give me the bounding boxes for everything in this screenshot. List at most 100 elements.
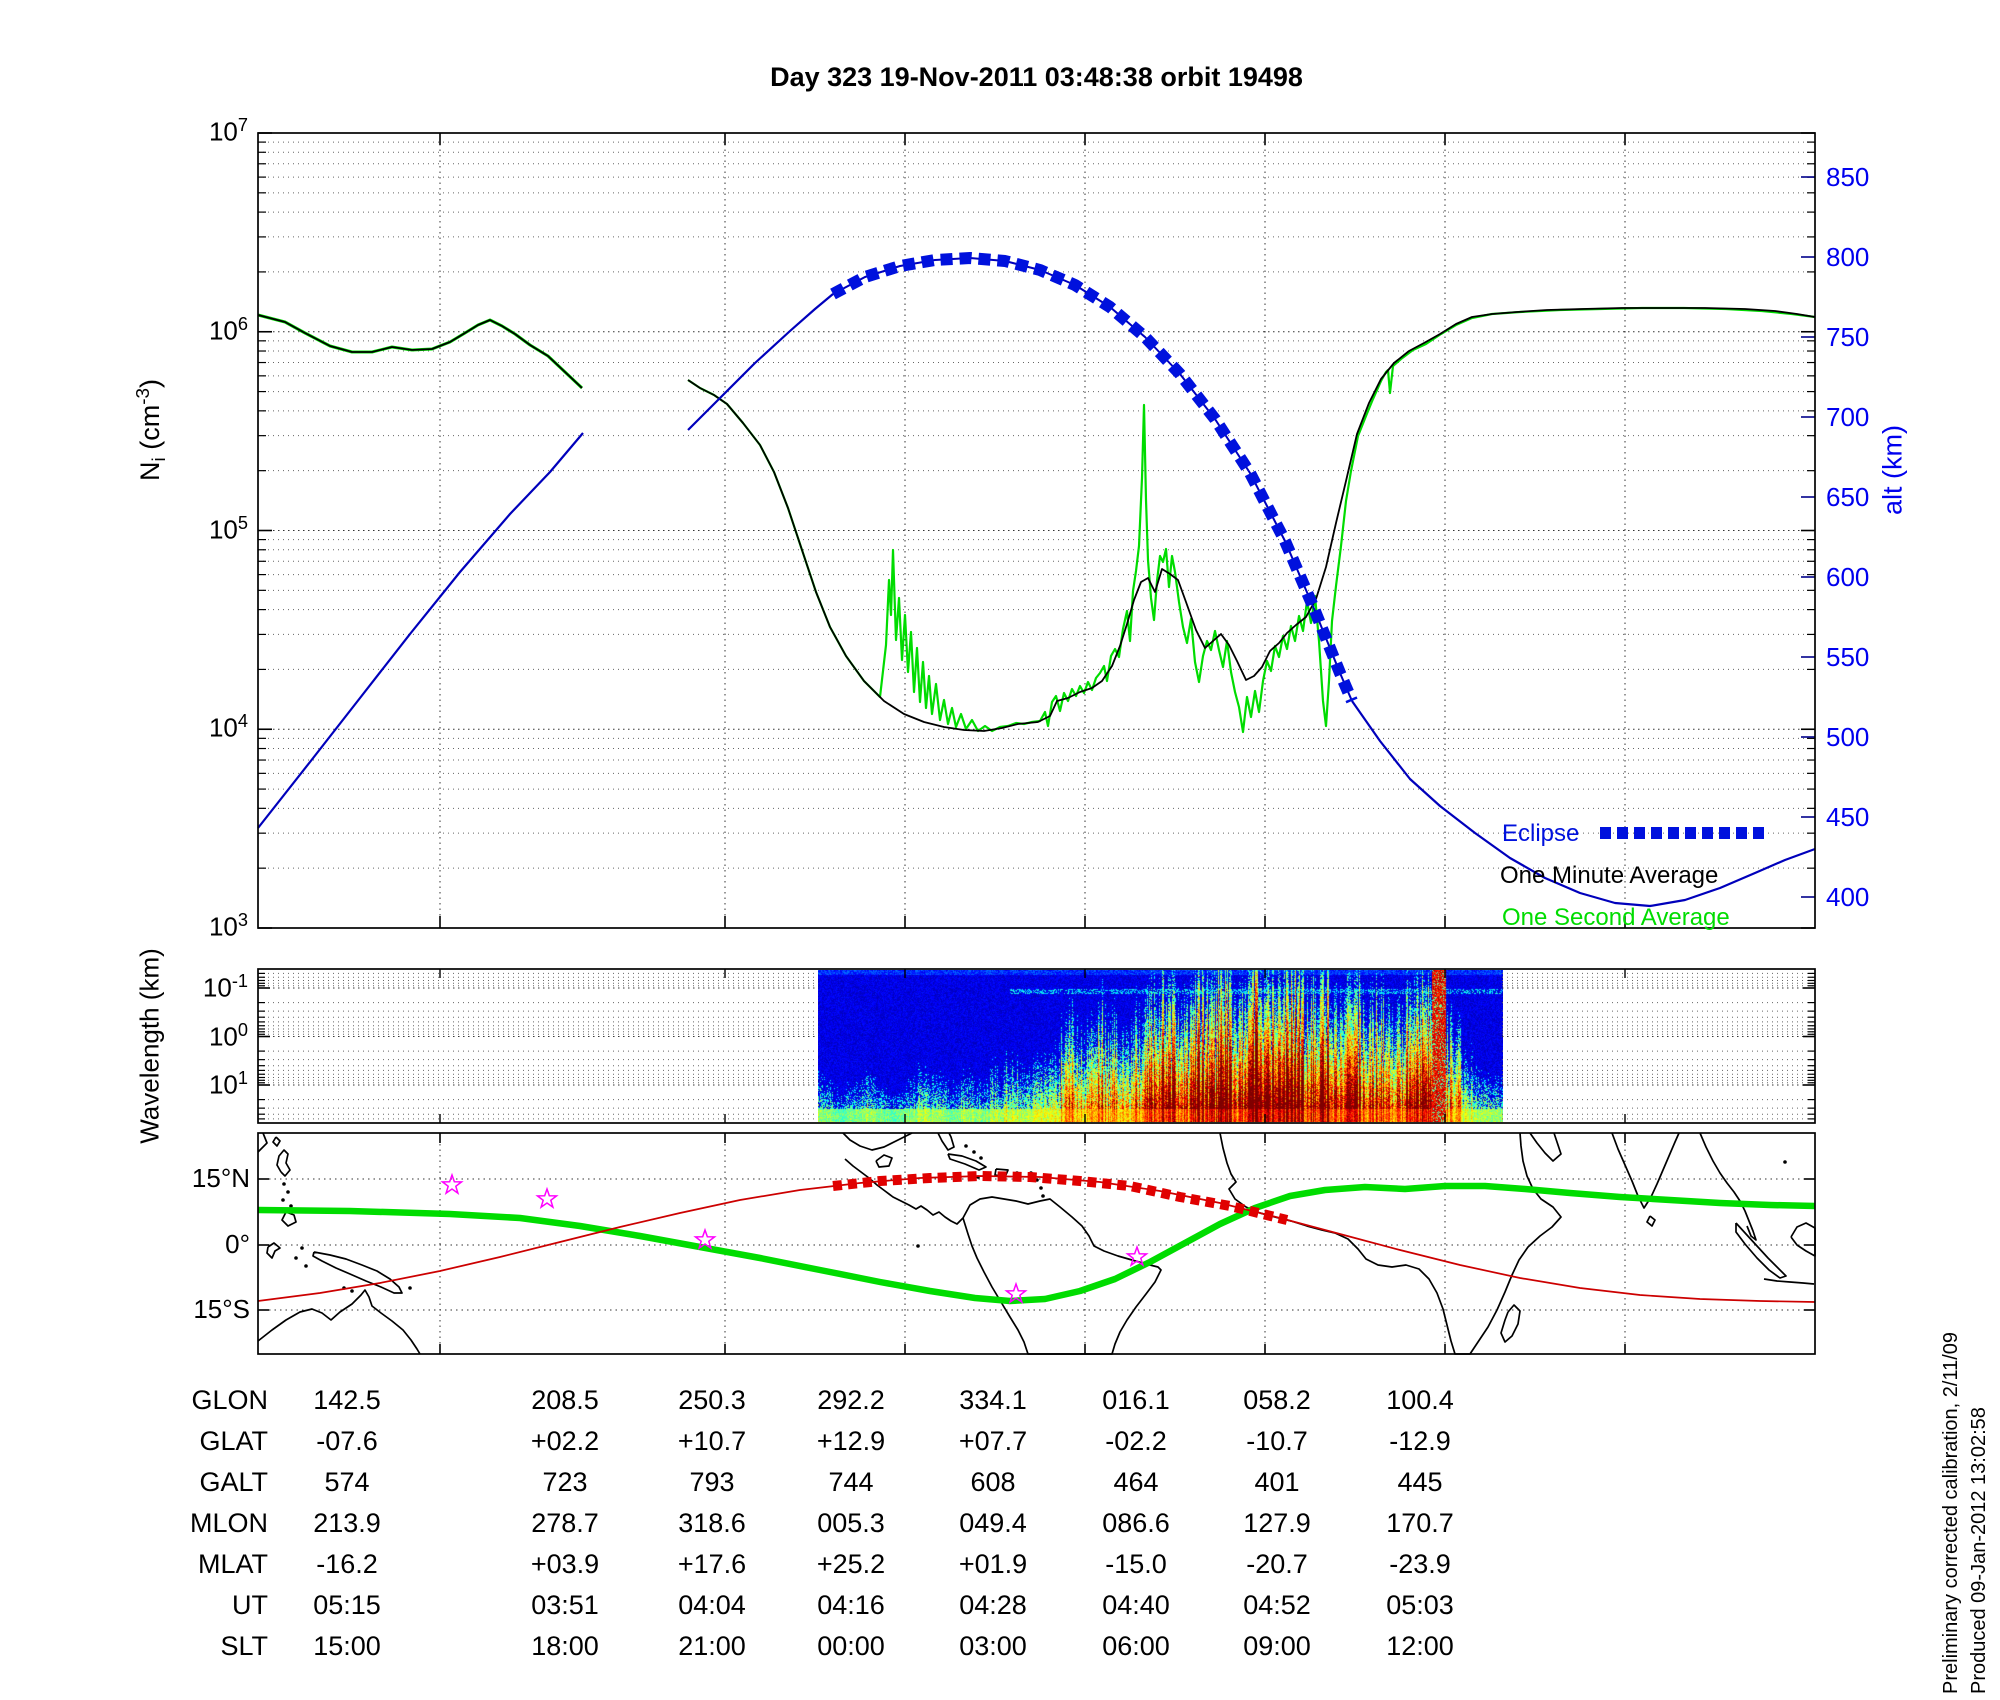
star-marker-icon	[693, 1227, 717, 1250]
density-tick-label: 105	[208, 512, 248, 545]
coastline	[276, 1149, 291, 1177]
table-row-label: GLON	[191, 1385, 268, 1415]
island-dot	[289, 1204, 293, 1208]
table-cell: 608	[970, 1467, 1016, 1497]
altitude-tick-label: 550	[1826, 642, 1870, 672]
altitude-tick-label: 650	[1826, 482, 1870, 512]
table-cell: 15:00	[313, 1631, 381, 1661]
table-row-label: SLT	[220, 1631, 268, 1661]
table-cell: 04:52	[1243, 1590, 1311, 1620]
coastline	[1735, 1222, 1787, 1279]
y-axis-label-density: Ni (cm-3)	[132, 379, 171, 481]
eclipse-dashed-curve	[830, 252, 1358, 704]
table-cell: 278.7	[531, 1508, 599, 1538]
altitude-curve	[257, 432, 584, 829]
density-tick-label: 103	[208, 910, 248, 942]
island-dot	[300, 1246, 304, 1250]
one-second-average-curve	[687, 306, 1816, 734]
table-cell: +12.9	[816, 1426, 886, 1456]
coastline	[257, 1289, 421, 1355]
y-axis-label-altitude: alt (km)	[1877, 425, 1908, 515]
coastline	[1611, 1132, 1680, 1209]
table-cell: +01.9	[958, 1549, 1028, 1579]
density-tick-label: 106	[208, 313, 248, 346]
table-cell: -23.9	[1389, 1549, 1451, 1579]
island-dot	[972, 1150, 976, 1154]
altitude-curve	[1351, 700, 1816, 908]
wavelength-tick-label: 10-1	[202, 971, 248, 1003]
one-minute-average-curve	[257, 314, 583, 389]
altitude-tick-label: 800	[1826, 242, 1870, 272]
table-cell: 04:40	[1102, 1590, 1170, 1620]
coastline	[1646, 1215, 1656, 1227]
table-cell: -15.0	[1105, 1549, 1167, 1579]
coastline	[272, 1136, 281, 1147]
coastline	[937, 1132, 955, 1151]
table-cell: 05:15	[313, 1590, 381, 1620]
y-axis-label-wavelength: Wavelength (km)	[134, 948, 165, 1144]
star-marker-icon	[440, 1172, 464, 1195]
page-title: Day 323 19-Nov-2011 03:48:38 orbit 19498	[770, 62, 1303, 92]
table-cell: -10.7	[1246, 1426, 1308, 1456]
table-cell: +17.6	[677, 1549, 747, 1579]
coastline	[1763, 1278, 1815, 1285]
magnetic-equator-curve	[257, 1182, 1816, 1305]
table-cell: -12.9	[1389, 1426, 1451, 1456]
table-cell: 18:00	[531, 1631, 599, 1661]
island-dot	[286, 1190, 290, 1194]
coastline	[312, 1251, 403, 1294]
panel-border	[257, 1132, 1816, 1355]
table-cell: +10.7	[677, 1426, 747, 1456]
latitude-tick-label: 15°S	[193, 1294, 250, 1324]
table-cell: +25.2	[816, 1549, 886, 1579]
table-row-label: GLAT	[199, 1426, 268, 1456]
table-cell: 005.3	[817, 1508, 885, 1538]
coastline	[962, 1196, 1162, 1355]
table-cell: 793	[689, 1467, 735, 1497]
table-cell: 334.1	[959, 1385, 1027, 1415]
altitude-curve	[687, 293, 834, 431]
altitude-tick-label: 400	[1826, 882, 1870, 912]
island-dot	[304, 1264, 308, 1268]
table-cell: 00:00	[817, 1631, 885, 1661]
legend-item-one-second: One Second Average	[1502, 904, 1730, 931]
table-cell: 100.4	[1386, 1385, 1454, 1415]
coastline	[842, 1132, 913, 1151]
island-dot	[408, 1286, 412, 1290]
table-cell: 318.6	[678, 1508, 746, 1538]
table-cell: 142.5	[313, 1385, 381, 1415]
latitude-tick-label: 0°	[225, 1229, 250, 1259]
star-marker-icon	[1125, 1244, 1149, 1267]
table-cell: -16.2	[316, 1549, 378, 1579]
table-cell: 723	[542, 1467, 588, 1497]
table-cell: 12:00	[1386, 1631, 1454, 1661]
footer-calibration-note: Preliminary corrected calibration, 2/11/…	[1940, 1331, 1962, 1694]
table-row-label: UT	[232, 1590, 268, 1620]
coastline	[1529, 1132, 1562, 1162]
table-cell: -02.2	[1105, 1426, 1167, 1456]
island-dot	[281, 1198, 285, 1202]
island-dot	[350, 1289, 354, 1293]
footer-produced-note: Produced 09-Jan-2012 13:02:58	[1968, 1407, 1990, 1694]
altitude-tick-label: 500	[1826, 722, 1870, 752]
wavelength-spectrogram	[818, 970, 1503, 1122]
ground-track-curve	[257, 1175, 1816, 1303]
star-marker-icon	[1004, 1281, 1028, 1304]
coastline	[1699, 1132, 1757, 1241]
table-cell: 170.7	[1386, 1508, 1454, 1538]
coastline	[947, 1153, 987, 1171]
eclipse-dash-sample-icon	[1600, 827, 1770, 839]
panel-border	[257, 968, 1816, 1124]
island-dot	[1039, 1186, 1043, 1190]
latitude-tick-label: 15°N	[191, 1163, 250, 1193]
table-row-label: GALT	[199, 1467, 268, 1497]
table-cell: 058.2	[1243, 1385, 1311, 1415]
one-minute-average-curve	[687, 307, 1816, 732]
table-cell: +07.7	[958, 1426, 1028, 1456]
legend-item-one-minute: One Minute Average	[1500, 862, 1719, 889]
table-cell: 445	[1397, 1467, 1443, 1497]
table-cell: 04:04	[678, 1590, 746, 1620]
table-cell: 086.6	[1102, 1508, 1170, 1538]
